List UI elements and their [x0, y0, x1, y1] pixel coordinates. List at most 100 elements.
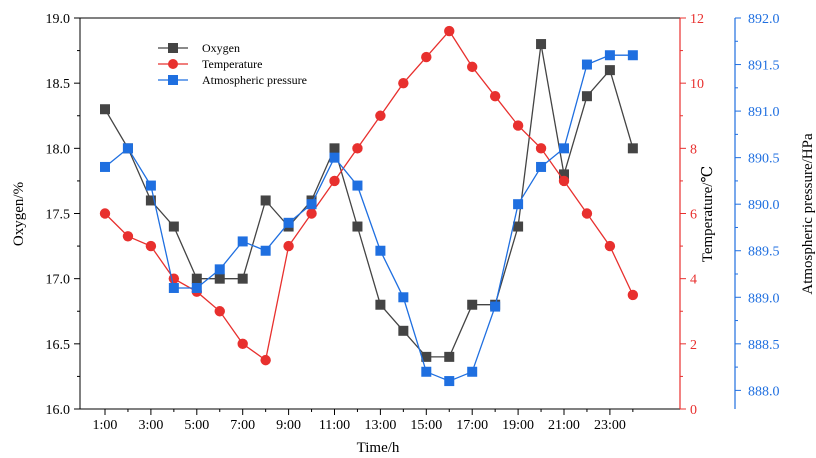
y-tick-label-oxygen: 16.0 — [46, 403, 71, 418]
y-tick-label-pressure: 889.0 — [748, 291, 780, 306]
oxygen-point — [145, 195, 156, 206]
temperature-point — [168, 273, 180, 284]
y-tick-label-pressure: 888.5 — [748, 338, 780, 353]
y-tick-label-oxygen: 17.0 — [46, 273, 71, 288]
atmospheric-pressure-point — [260, 245, 271, 256]
y-axis-label-oxygen: Oxygen/% — [11, 182, 27, 246]
x-tick-label: 3:00 — [138, 418, 163, 433]
atmospheric-pressure-point — [237, 236, 248, 247]
oxygen-point — [581, 91, 592, 102]
y-axis-label-pressure: Atmospheric pressure/HPa — [800, 133, 816, 295]
temperature-point — [512, 120, 524, 131]
y-tick-label-temperature: 6 — [690, 208, 697, 223]
temperature-point — [122, 231, 134, 242]
atmospheric-pressure-point — [329, 152, 340, 163]
temperature-point — [535, 143, 547, 154]
temperature-point — [604, 240, 616, 252]
oxygen-point — [467, 299, 478, 310]
atmospheric-pressure-point — [536, 161, 547, 172]
legend-marker-temperature — [168, 59, 178, 69]
oxygen-point — [375, 299, 386, 310]
atmospheric-pressure-point — [604, 50, 615, 61]
atmospheric-pressure-point — [467, 366, 478, 377]
y-tick-label-temperature: 2 — [690, 338, 697, 353]
legend-label-oxygen: Oxygen — [202, 41, 240, 55]
x-tick-label: 15:00 — [410, 418, 442, 433]
atmospheric-pressure-point — [490, 301, 501, 312]
oxygen-point — [444, 351, 455, 362]
temperature-point — [489, 91, 501, 102]
y-tick-label-pressure: 892.0 — [748, 12, 780, 27]
legend-marker-atmospheric-pressure — [168, 75, 178, 85]
y-tick-label-temperature: 8 — [690, 142, 697, 157]
atmospheric-pressure-point — [421, 366, 432, 377]
y-tick-label-pressure: 889.5 — [748, 245, 780, 260]
atmospheric-pressure-point — [168, 282, 179, 293]
temperature-point — [260, 354, 271, 366]
oxygen-point — [260, 195, 271, 206]
x-tick-label: 11:00 — [319, 418, 350, 433]
temperature-point — [352, 143, 363, 154]
oxygen-point — [536, 39, 547, 50]
atmospheric-pressure-point — [306, 199, 317, 210]
y-tick-label-temperature: 12 — [690, 12, 704, 27]
temperature-point — [99, 208, 111, 219]
legend-label-temperature: Temperature — [202, 57, 262, 71]
oxygen-series-line — [104, 43, 634, 358]
y-tick-label-pressure: 890.5 — [748, 152, 780, 167]
atmospheric-pressure-point — [398, 292, 409, 303]
y-tick-label-temperature: 4 — [690, 273, 697, 288]
y-tick-label-temperature: 0 — [690, 403, 697, 418]
y-tick-label-pressure: 888.0 — [748, 384, 780, 399]
temperature-point — [398, 77, 409, 89]
atmospheric-pressure-point — [191, 282, 202, 293]
temperature-point — [467, 61, 478, 73]
atmospheric-pressure-point — [513, 199, 524, 210]
oxygen-point — [559, 169, 569, 180]
x-tick-label: 19:00 — [502, 418, 534, 433]
x-tick-label: 1:00 — [93, 418, 118, 433]
y-axis-label-temperature: Temperature/℃ — [700, 166, 716, 263]
atmospheric-pressure-point — [375, 245, 386, 256]
oxygen-point — [100, 104, 110, 115]
x-axis-label: Time/h — [357, 440, 400, 456]
atmospheric-pressure-point — [122, 143, 133, 154]
temperature-point — [329, 175, 340, 187]
y-tick-label-pressure: 890.0 — [748, 198, 780, 213]
oxygen-point — [191, 273, 202, 284]
temperature-point — [283, 240, 294, 252]
oxygen-point — [168, 221, 179, 232]
oxygen-point — [398, 325, 409, 336]
x-tick-label: 13:00 — [364, 418, 396, 433]
y-tick-label-pressure: 891.5 — [748, 59, 780, 74]
oxygen-point — [627, 143, 638, 154]
x-tick-label: 7:00 — [230, 418, 255, 433]
atmospheric-pressure-point — [352, 180, 363, 191]
x-tick-label: 17:00 — [456, 418, 488, 433]
atmospheric-pressure-point — [444, 376, 455, 387]
oxygen-point — [237, 273, 248, 284]
atmospheric-pressure-series-line — [104, 54, 633, 382]
oxygen-point — [214, 273, 225, 284]
x-tick-label: 23:00 — [594, 418, 626, 433]
temperature-point — [421, 51, 432, 63]
y-tick-label-oxygen: 16.5 — [46, 338, 71, 353]
temperature-point — [214, 306, 225, 317]
temperature-point — [237, 338, 248, 350]
y-tick-label-oxygen: 17.5 — [46, 208, 71, 223]
oxygen-point — [352, 221, 363, 232]
x-tick-label: 5:00 — [184, 418, 209, 433]
x-tick-label: 9:00 — [276, 418, 301, 433]
temperature-point — [581, 208, 593, 219]
atmospheric-pressure-point — [145, 180, 156, 191]
atmospheric-pressure-point — [283, 217, 294, 228]
y-tick-label-oxygen: 18.0 — [46, 142, 71, 157]
oxygen-point — [421, 351, 432, 362]
atmospheric-pressure-point — [214, 264, 225, 275]
oxygen-point — [513, 221, 524, 232]
legend-marker-oxygen — [168, 43, 178, 53]
y-tick-label-pressure: 891.0 — [748, 105, 780, 120]
temperature-point — [558, 175, 570, 187]
temperature-point — [627, 289, 639, 301]
